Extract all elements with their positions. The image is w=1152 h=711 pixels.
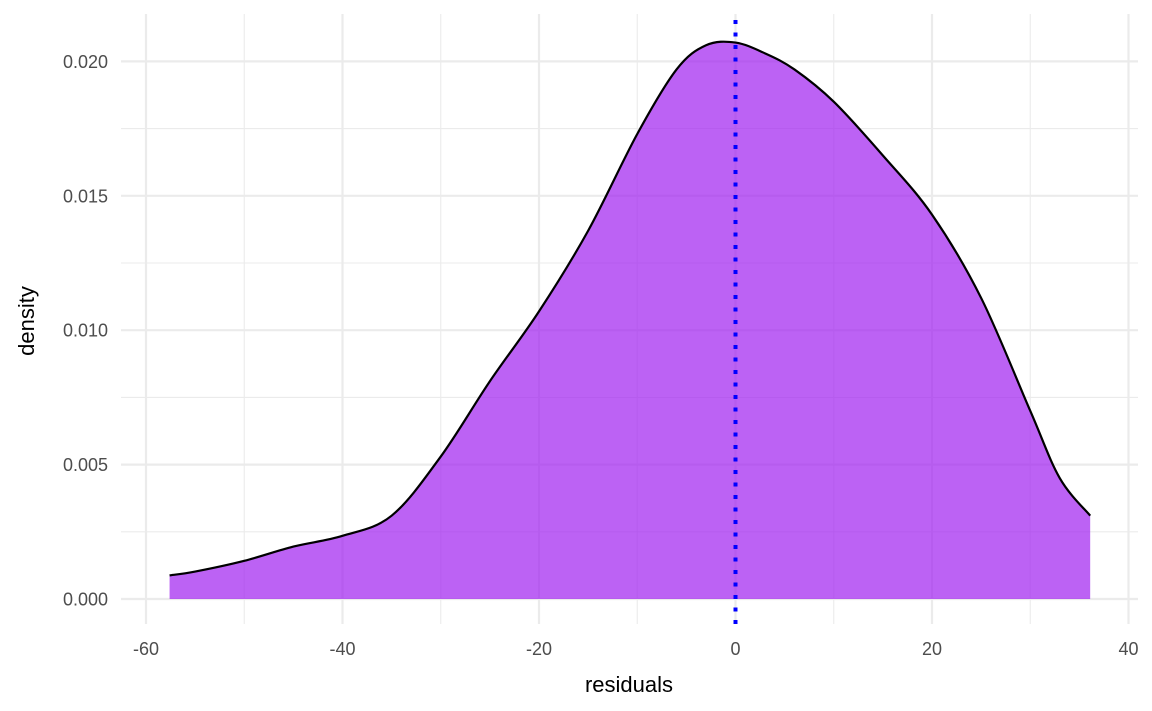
y-axis-title: density	[14, 286, 39, 356]
density-curve	[169, 40, 1092, 577]
density-area	[169, 41, 1091, 600]
y-tick-label: 0.000	[63, 590, 108, 610]
x-tick-label: -60	[133, 639, 159, 659]
x-tick-label: 20	[922, 639, 942, 659]
x-axis-tick-labels: -60 -40 -20 0 20 40	[133, 639, 1139, 659]
y-axis-tick-labels: 0.000 0.005 0.010 0.015 0.020	[63, 52, 108, 610]
y-tick-label: 0.020	[63, 52, 108, 72]
y-tick-label: 0.010	[63, 321, 108, 341]
x-axis-title: residuals	[585, 672, 673, 697]
y-tick-label: 0.005	[63, 455, 108, 475]
x-tick-label: 0	[730, 639, 740, 659]
x-tick-label: -40	[329, 639, 355, 659]
x-tick-label: 40	[1118, 639, 1138, 659]
x-tick-label: -20	[526, 639, 552, 659]
y-tick-label: 0.015	[63, 186, 108, 206]
